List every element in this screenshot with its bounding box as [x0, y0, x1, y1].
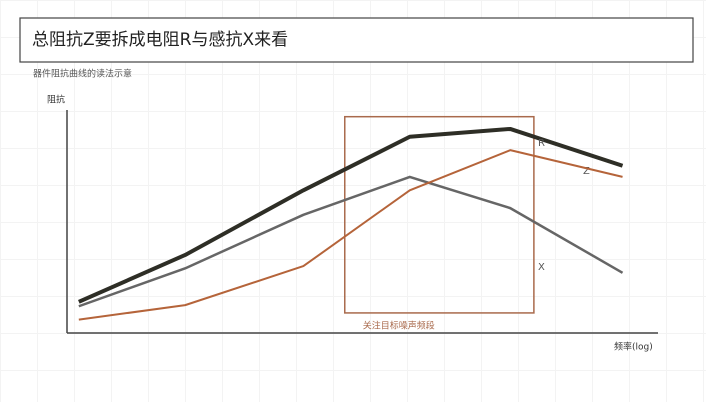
series-line — [78, 175, 624, 308]
band-label: 关注目标噪声频段 — [363, 319, 435, 331]
y-axis-label: 阻抗 — [47, 94, 65, 106]
series-label: R — [538, 138, 545, 149]
series-line — [78, 149, 623, 321]
series-label: X — [538, 262, 545, 273]
chart-title: 总阻抗Z要拆成电阻R与感抗X来看 — [32, 30, 288, 50]
chart-subtitle: 器件阻抗曲线的读法示意 — [33, 68, 132, 80]
series-line — [78, 126, 624, 304]
highlight-band — [344, 115, 535, 314]
x-axis-label: 频率(log) — [614, 341, 653, 353]
series-label: Z — [583, 166, 590, 177]
title-box — [19, 17, 694, 63]
